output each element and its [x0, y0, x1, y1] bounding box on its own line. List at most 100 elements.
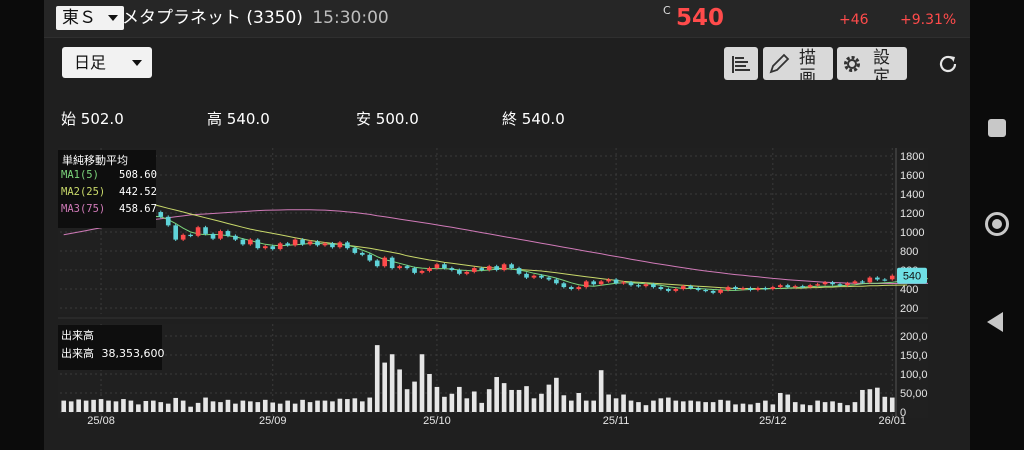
candle-body — [300, 239, 305, 245]
candle-body — [397, 266, 402, 269]
market-selector[interactable]: 東Ｓ — [56, 6, 124, 30]
volume-bar — [128, 400, 134, 412]
volume-bar — [658, 398, 664, 412]
candle-body — [539, 275, 544, 278]
volume-bar — [673, 400, 679, 412]
home-button[interactable] — [985, 212, 1009, 236]
volume-bar — [442, 396, 447, 412]
candle-body — [285, 243, 290, 246]
ma3-label: MA3(75) — [61, 203, 106, 215]
volume-bar — [315, 400, 320, 412]
candle-body — [180, 234, 186, 240]
price-change-percent: +9.31% — [900, 12, 957, 28]
volume-bar — [345, 399, 350, 412]
volume-bar — [598, 370, 604, 412]
volume-bar — [554, 377, 559, 412]
candle-body — [315, 241, 320, 246]
volume-tick-label: 100,000,000 — [900, 369, 928, 381]
volume-bar — [270, 402, 276, 412]
candle-body — [718, 289, 723, 293]
volume-bar — [210, 401, 216, 412]
candle-body — [636, 285, 641, 287]
candle-body — [673, 289, 679, 291]
price-chart[interactable]: 18001600140012001000800600400200200,000,… — [58, 148, 928, 428]
volume-tick-label: 200,000,000 — [900, 331, 928, 343]
volume-bar — [91, 399, 96, 412]
volume-bar — [359, 401, 365, 412]
candle-body — [770, 287, 776, 289]
volume-bar — [613, 398, 619, 412]
quote-time: 15:30:00 — [312, 8, 389, 28]
candle-body — [158, 212, 164, 217]
volume-bar — [740, 403, 746, 412]
volume-legend-title: 出来高 — [61, 329, 94, 342]
volume-bar — [695, 401, 701, 412]
volume-bar — [830, 401, 835, 412]
volume-bar — [889, 397, 895, 412]
candle-body — [591, 281, 597, 285]
candle-body — [442, 264, 447, 269]
volume-bar — [307, 402, 313, 412]
reload-icon[interactable] — [936, 52, 960, 76]
volume-bar — [852, 402, 858, 412]
ma-legend-title: 単純移動平均 — [62, 154, 128, 167]
candle-body — [598, 281, 604, 285]
draw-button[interactable]: 描画 — [763, 47, 833, 80]
recents-button[interactable] — [988, 119, 1006, 137]
period-selector[interactable]: 日足 — [62, 47, 152, 78]
candle-body — [852, 281, 858, 284]
close-tag: C — [663, 4, 671, 17]
volume-bar — [763, 400, 768, 412]
volume-bar — [374, 345, 380, 412]
volume-bar — [412, 381, 417, 412]
x-tick-label: 25/09 — [259, 415, 287, 427]
candle-body — [628, 282, 634, 286]
candle-body — [501, 264, 507, 270]
high-value: 540.0 — [226, 110, 270, 128]
volume-bar — [449, 393, 455, 412]
volume-bar — [113, 401, 119, 412]
volume-bar — [277, 403, 283, 412]
volume-legend-row: 出来高 38,353,600 — [61, 345, 164, 361]
candle-body — [165, 216, 171, 226]
draw-label: 描画 — [799, 48, 818, 81]
ma1-legend-row: MA1(5) 508.60 — [61, 169, 157, 181]
volume-bar — [755, 402, 761, 412]
volume-bar — [195, 402, 201, 412]
volume-bar — [76, 399, 81, 412]
ohlc-high: 高 540.0 — [207, 108, 270, 129]
volume-bar — [680, 401, 686, 412]
volume-bar — [352, 398, 358, 412]
volume-bar — [427, 374, 432, 412]
back-button[interactable] — [987, 312, 1003, 332]
volume-value: 38,353,600 — [101, 347, 165, 360]
candle-body — [330, 243, 335, 248]
volume-bar — [203, 397, 208, 412]
volume-bar — [248, 401, 253, 412]
volume-bar — [748, 404, 753, 412]
price-tick-label: 400 — [900, 284, 918, 296]
volume-bar — [822, 402, 828, 412]
volume-bar — [591, 400, 597, 412]
settings-button[interactable]: 設定 — [837, 47, 907, 80]
volume-bar — [792, 402, 798, 412]
indicator-button[interactable] — [724, 47, 758, 80]
volume-bar — [785, 394, 791, 412]
x-tick-label: 26/01 — [879, 415, 907, 427]
stock-title: メタプラネット (3350) 15:30:00 — [122, 6, 389, 30]
volume-tick-label: 50,000,000 — [900, 388, 928, 400]
volume-bar — [733, 404, 738, 412]
volume-bar — [867, 389, 873, 412]
price-change: +46 — [839, 12, 869, 28]
price-badge — [897, 267, 927, 284]
ma1-label: MA1(5) — [61, 169, 99, 181]
volume-bar — [770, 404, 776, 412]
volume-bar — [621, 394, 626, 412]
top-bar: 東Ｓ メタプラネット (3350) 15:30:00 C 540 +46 +9.… — [44, 0, 970, 38]
open-value: 502.0 — [80, 110, 124, 128]
period-label: 日足 — [74, 53, 107, 72]
candle-body — [389, 257, 395, 269]
price-tick-label: 1600 — [900, 170, 924, 182]
volume-bar — [539, 393, 544, 412]
candle-body — [471, 268, 477, 272]
